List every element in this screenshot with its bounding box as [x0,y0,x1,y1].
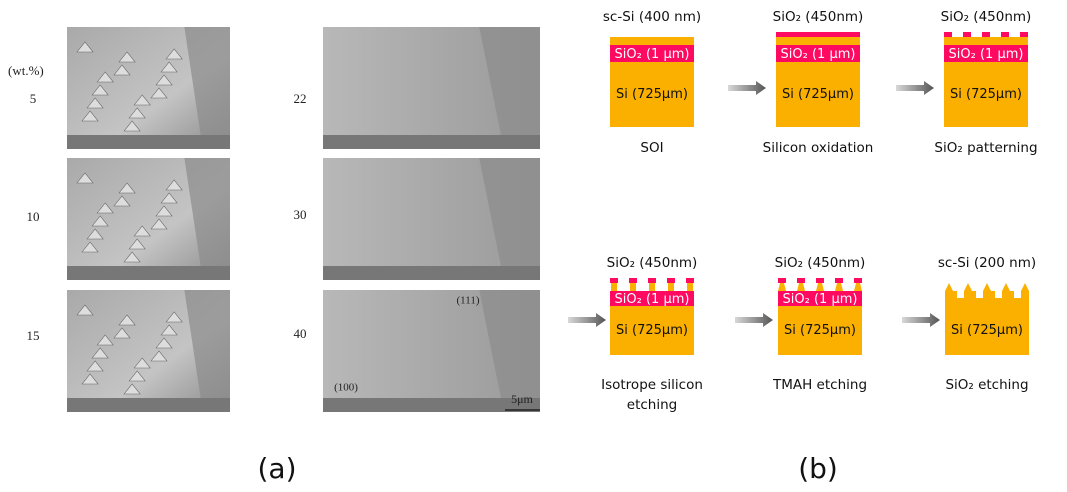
oxide-mask [797,278,805,283]
si-pyramid [778,283,786,291]
layer-label: Si (725µm) [782,87,854,102]
oxide-mask [982,32,990,37]
sem-bottom [323,266,540,280]
layer-label: Si (725µm) [950,87,1022,102]
layer-label: Si (725µm) [784,323,856,338]
plane-label: (111) [456,295,479,307]
concentration-label: 30 [294,207,307,222]
step-top-label: SiO₂ (450nm) [773,9,864,25]
oxide-mask [1001,32,1009,37]
si-pyramid [816,283,824,291]
concentration-label: 22 [294,91,307,106]
oxide-mask [816,278,824,283]
trench [1014,291,1021,298]
oxide-mask [835,278,843,283]
trench [976,291,983,298]
oxide-mask [854,278,862,283]
step-top-label: sc-Si (400 nm) [603,9,701,25]
step-caption: etching [627,397,677,413]
oxide-mask [1020,32,1028,37]
oxide-mask [686,278,694,283]
si-tip [983,283,991,291]
figure: sc-Si (400 nm) SiO₂ (1 µm) Si (725µm) SOI Si… [0,0,1067,492]
si-tip [945,283,953,291]
device-layer [610,37,694,45]
layer-label: Si (725µm) [951,323,1023,338]
step-caption: TMAH etching [772,377,867,393]
process-arrow [728,81,766,95]
si-pyramid [854,283,862,291]
oxide-mask [629,278,637,283]
oxide-mask [648,278,656,283]
concentration-label: 40 [294,326,307,341]
step-top-label: sc-Si (200 nm) [938,255,1036,271]
trench [995,291,1002,298]
step-top-label: SiO₂ (450nm) [607,255,698,271]
concentration-label: 5 [30,91,37,106]
step-caption: Silicon oxidation [763,140,874,156]
oxide-mask [667,278,675,283]
process-arrow [735,313,773,327]
process-arrow [902,313,940,327]
si-island [611,283,617,291]
process-arrow [568,313,606,327]
device-layer [776,37,860,45]
device-layer [944,37,1028,45]
sem-bottom [67,135,230,149]
unit-label: (wt.%) [8,63,44,78]
oxide-mask [610,278,618,283]
trench [957,291,964,298]
oxide-mask [944,32,952,37]
panel-label: (a) [257,452,296,485]
step-caption: SOI [640,140,663,156]
step-top-label: SiO₂ (450nm) [775,255,866,271]
step-caption: SiO₂ etching [945,377,1028,393]
step-caption: SiO₂ patterning [934,140,1037,156]
oxide-mask [778,278,786,283]
si-island [630,283,636,291]
sem-bottom [67,398,230,412]
layer-label: SiO₂ (1 µm) [783,292,858,307]
si-island [687,283,693,291]
oxide-cap [776,32,860,37]
concentration-label: 10 [27,209,40,224]
layer-label: SiO₂ (1 µm) [615,47,690,62]
concentration-label: 15 [27,328,40,343]
layer-label: Si (725µm) [616,87,688,102]
scale-bar-label: 5μm [511,392,533,406]
process-diagram: sc-Si (400 nm) SiO₂ (1 µm) Si (725µm) SOI Si… [568,9,1038,413]
si-pyramid [797,283,805,291]
sem-bottom [323,135,540,149]
si-island [668,283,674,291]
sem-bottom [67,266,230,280]
process-arrow [896,81,934,95]
si-pyramid [835,283,843,291]
si-island [649,283,655,291]
layer-label: SiO₂ (1 µm) [949,47,1024,62]
step-top-label: SiO₂ (450nm) [941,9,1032,25]
layer-label: SiO₂ (1 µm) [615,292,690,307]
si-tip [1021,283,1029,291]
panel-label: (b) [798,452,838,485]
plane-label: (100) [334,382,358,394]
si-tip [1002,283,1010,291]
layer-label: Si (725µm) [616,323,688,338]
step-caption: Isotrope silicon [601,377,703,393]
layer-label: SiO₂ (1 µm) [781,47,856,62]
oxide-mask [963,32,971,37]
si-tip [964,283,972,291]
